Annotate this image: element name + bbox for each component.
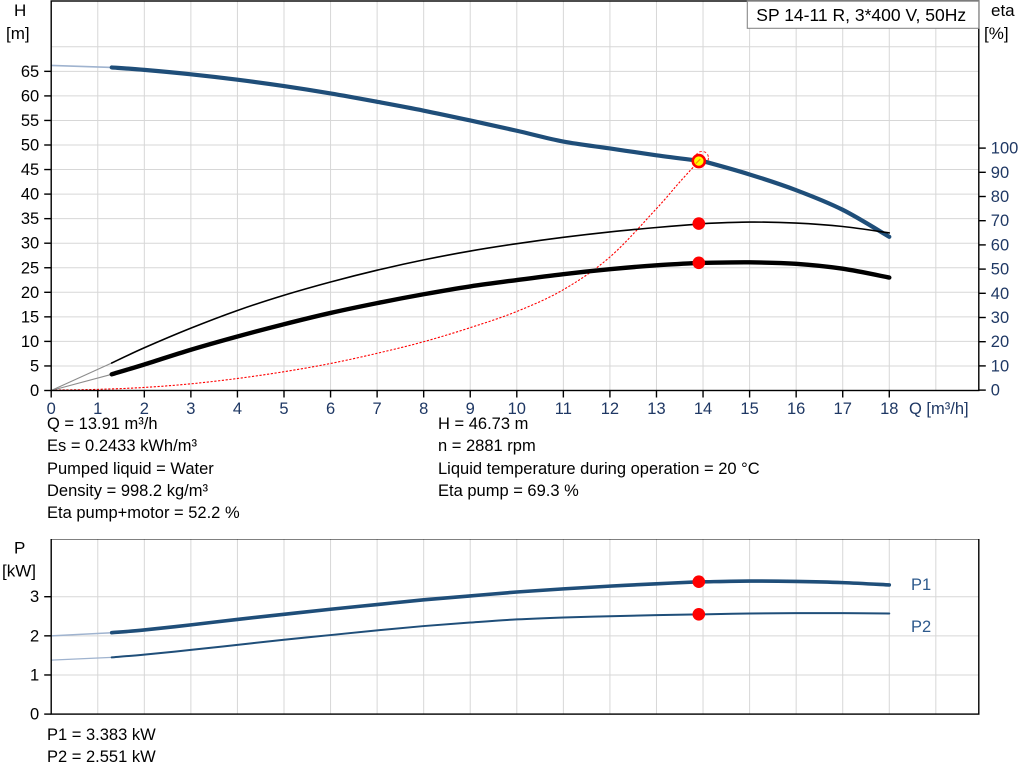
svg-text:40: 40 [21, 186, 39, 204]
svg-text:17: 17 [834, 400, 852, 418]
svg-text:[kW]: [kW] [2, 562, 36, 581]
svg-text:10: 10 [991, 357, 1009, 375]
svg-text:100: 100 [991, 140, 1019, 158]
svg-text:2: 2 [30, 627, 39, 645]
svg-text:5: 5 [30, 357, 39, 375]
svg-text:90: 90 [991, 164, 1009, 182]
svg-text:60: 60 [991, 236, 1009, 254]
svg-text:80: 80 [991, 188, 1009, 206]
svg-text:20: 20 [21, 284, 39, 302]
svg-text:3: 3 [30, 588, 39, 606]
svg-text:30: 30 [21, 235, 39, 253]
svg-text:65: 65 [21, 63, 39, 81]
svg-text:7: 7 [373, 400, 382, 418]
svg-text:50: 50 [991, 261, 1009, 279]
svg-text:70: 70 [991, 212, 1009, 230]
svg-text:P: P [14, 539, 25, 558]
svg-text:Q [m³/h]: Q [m³/h] [909, 400, 969, 418]
svg-text:18: 18 [880, 400, 898, 418]
svg-text:60: 60 [21, 87, 39, 105]
svg-text:0: 0 [30, 706, 39, 724]
svg-text:40: 40 [991, 285, 1009, 303]
svg-text:25: 25 [21, 259, 39, 277]
svg-text:P1: P1 [911, 576, 931, 594]
svg-text:50: 50 [21, 137, 39, 155]
svg-text:55: 55 [21, 112, 39, 130]
svg-text:10: 10 [21, 333, 39, 351]
svg-text:H: H [14, 1, 26, 20]
svg-text:20: 20 [991, 333, 1009, 351]
svg-text:16: 16 [787, 400, 805, 418]
svg-text:1: 1 [30, 666, 39, 684]
svg-text:8: 8 [419, 400, 428, 418]
svg-text:0: 0 [991, 382, 1000, 400]
svg-text:eta: eta [991, 1, 1015, 20]
svg-text:6: 6 [326, 400, 335, 418]
svg-text:30: 30 [991, 309, 1009, 327]
svg-text:0: 0 [30, 382, 39, 400]
svg-text:[%]: [%] [984, 24, 1009, 43]
svg-text:P2: P2 [911, 618, 931, 636]
svg-text:[m]: [m] [6, 24, 30, 43]
svg-text:45: 45 [21, 161, 39, 179]
svg-text:SP 14-11 R, 3*400 V, 50Hz: SP 14-11 R, 3*400 V, 50Hz [756, 5, 966, 25]
svg-text:5: 5 [279, 400, 288, 418]
svg-text:15: 15 [21, 308, 39, 326]
svg-text:35: 35 [21, 210, 39, 228]
